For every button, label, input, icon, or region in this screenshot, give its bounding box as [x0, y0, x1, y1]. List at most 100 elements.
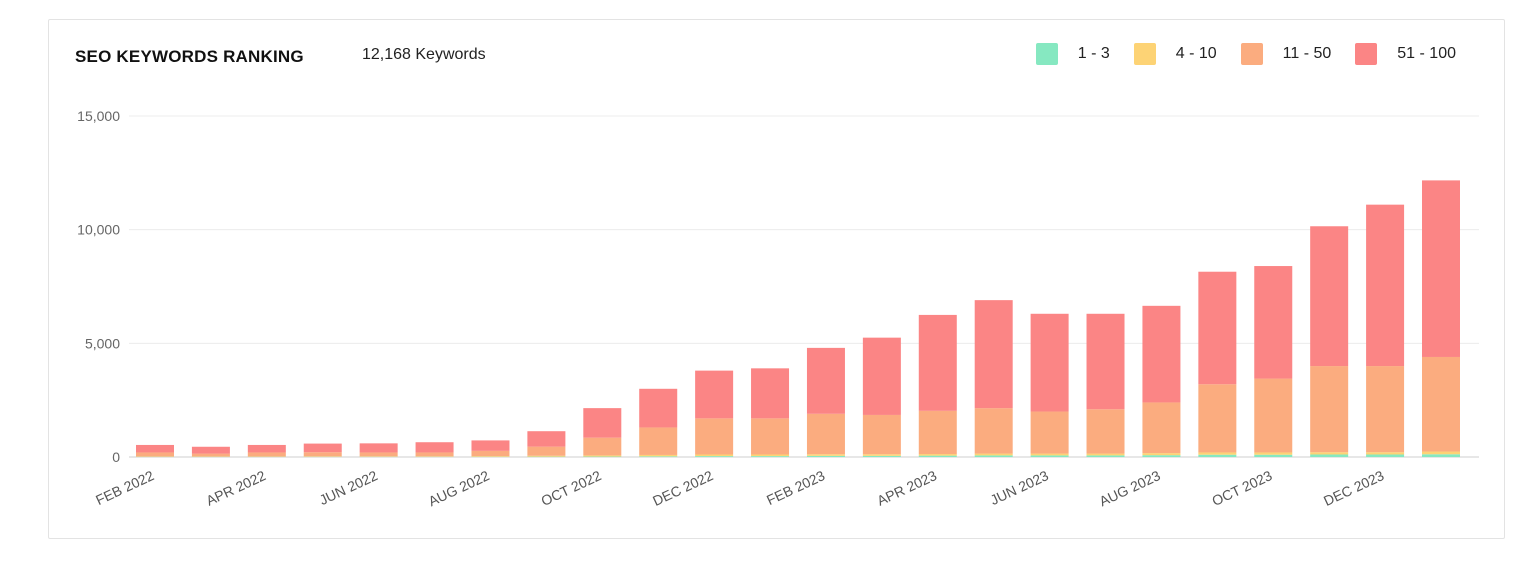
bar-segment[interactable]	[751, 368, 790, 419]
bar-segment[interactable]	[247, 444, 286, 453]
bar-segment[interactable]	[415, 452, 454, 457]
legend-label-4-10: 4 - 10	[1175, 45, 1217, 62]
bar-segment[interactable]	[415, 442, 454, 453]
bar-segment[interactable]	[1422, 356, 1460, 452]
bar-segment[interactable]	[1198, 452, 1237, 455]
bar-segment[interactable]	[806, 454, 845, 456]
x-tick-label: APR 2022	[203, 467, 268, 509]
bar-segment[interactable]	[1198, 454, 1237, 457]
bar-segment[interactable]	[1310, 226, 1349, 367]
bar-segment[interactable]	[918, 454, 957, 456]
bar-segment[interactable]	[1086, 455, 1125, 457]
bar-segment[interactable]	[527, 455, 566, 457]
bar-segment[interactable]	[1422, 180, 1460, 357]
legend-label-1-3: 1 - 3	[1077, 45, 1110, 62]
bar-segment[interactable]	[806, 413, 845, 455]
bar-segment[interactable]	[918, 410, 957, 455]
bar-segment[interactable]	[1030, 453, 1069, 456]
bar-segment[interactable]	[751, 456, 790, 457]
x-tick-label: FEB 2022	[93, 467, 156, 508]
bar-segment[interactable]	[862, 455, 901, 457]
bar-segment[interactable]	[918, 455, 957, 457]
legend-item-11-50[interactable]: 11 - 50	[1240, 43, 1331, 65]
bar-segment[interactable]	[1030, 313, 1069, 412]
bar-segment[interactable]	[471, 456, 510, 457]
bar-segment[interactable]	[1142, 455, 1181, 457]
bar-segment[interactable]	[751, 454, 790, 457]
bar-segment[interactable]	[751, 418, 790, 455]
bar-segment[interactable]	[191, 446, 230, 454]
bar-segment[interactable]	[471, 440, 510, 451]
y-tick-label: 5,000	[85, 335, 120, 351]
bar-segment[interactable]	[136, 452, 174, 457]
bar-segment[interactable]	[806, 455, 845, 457]
bar-segment[interactable]	[527, 431, 566, 447]
bar-segment[interactable]	[639, 454, 678, 457]
x-tick-label: FEB 2023	[764, 467, 827, 508]
x-tick-label: AUG 2022	[426, 467, 492, 509]
bar-segment[interactable]	[1422, 451, 1460, 455]
bar-segment[interactable]	[1086, 453, 1125, 456]
bar-segment[interactable]	[359, 443, 398, 453]
bar-segment[interactable]	[1030, 411, 1069, 454]
bar-segment[interactable]	[695, 454, 734, 457]
bar-segment[interactable]	[1086, 313, 1125, 410]
bar-segment[interactable]	[862, 337, 901, 415]
bar-segment[interactable]	[1422, 454, 1460, 457]
bar-segment[interactable]	[974, 455, 1013, 457]
bar-segment[interactable]	[1254, 266, 1293, 379]
bar-segment[interactable]	[1366, 454, 1405, 457]
y-axis-labels: 0 5,000 10,000 15,000	[77, 108, 120, 465]
bar-segment[interactable]	[695, 418, 734, 455]
bar-segment[interactable]	[1254, 452, 1293, 455]
legend-item-1-3[interactable]: 1 - 3	[1035, 43, 1110, 65]
bar-segment[interactable]	[1030, 455, 1069, 457]
legend-swatch-11-50	[1240, 43, 1263, 65]
legend-item-4-10[interactable]: 4 - 10	[1133, 43, 1217, 65]
bar-segment[interactable]	[974, 408, 1013, 454]
bar-segment[interactable]	[303, 443, 342, 453]
bar-segment[interactable]	[1366, 204, 1405, 367]
bar-segment[interactable]	[1366, 452, 1405, 455]
bar-segment[interactable]	[1142, 305, 1181, 403]
bar-segment[interactable]	[1310, 452, 1349, 455]
bar-segment[interactable]	[862, 454, 901, 456]
y-tick-label: 15,000	[77, 108, 120, 124]
x-tick-label: APR 2023	[874, 467, 939, 509]
x-tick-label: JUN 2023	[988, 467, 1051, 508]
bar-segment[interactable]	[247, 452, 286, 457]
bar-segment[interactable]	[1198, 271, 1237, 385]
bar-segment[interactable]	[583, 408, 622, 438]
bar-segment[interactable]	[1310, 366, 1349, 453]
bar-segment[interactable]	[695, 370, 734, 419]
bar-segment[interactable]	[303, 452, 342, 457]
legend-item-51-100[interactable]: 51 - 100	[1355, 43, 1456, 65]
bar-segment[interactable]	[1086, 409, 1125, 454]
bar-segment[interactable]	[1142, 402, 1181, 454]
y-grid	[129, 115, 1479, 458]
bar-segment[interactable]	[1310, 454, 1349, 457]
bar-segment[interactable]	[695, 456, 734, 457]
bar-segment[interactable]	[639, 388, 678, 428]
bar-segment[interactable]	[136, 444, 174, 453]
bar-segment[interactable]	[1254, 454, 1293, 457]
bar-segment[interactable]	[359, 452, 398, 457]
x-tick-label: DEC 2022	[650, 467, 715, 509]
bar-segment[interactable]	[471, 450, 510, 457]
bar-segment[interactable]	[527, 446, 566, 456]
bar-segment[interactable]	[918, 314, 957, 411]
bar-segment[interactable]	[639, 456, 678, 457]
bar-segment[interactable]	[806, 347, 845, 414]
bar-segment[interactable]	[639, 427, 678, 455]
bar-segment[interactable]	[1366, 366, 1405, 453]
bar-segment[interactable]	[583, 455, 622, 457]
bar-segment[interactable]	[191, 453, 230, 457]
bar-segment[interactable]	[583, 437, 622, 456]
bar-segment[interactable]	[1198, 384, 1237, 453]
x-tick-label: OCT 2023	[1209, 467, 1274, 509]
bar-segment[interactable]	[1142, 453, 1181, 456]
bar-segment[interactable]	[1254, 378, 1293, 453]
bar-segment[interactable]	[862, 414, 901, 455]
bar-segment[interactable]	[974, 453, 1013, 456]
bar-segment[interactable]	[974, 300, 1013, 409]
